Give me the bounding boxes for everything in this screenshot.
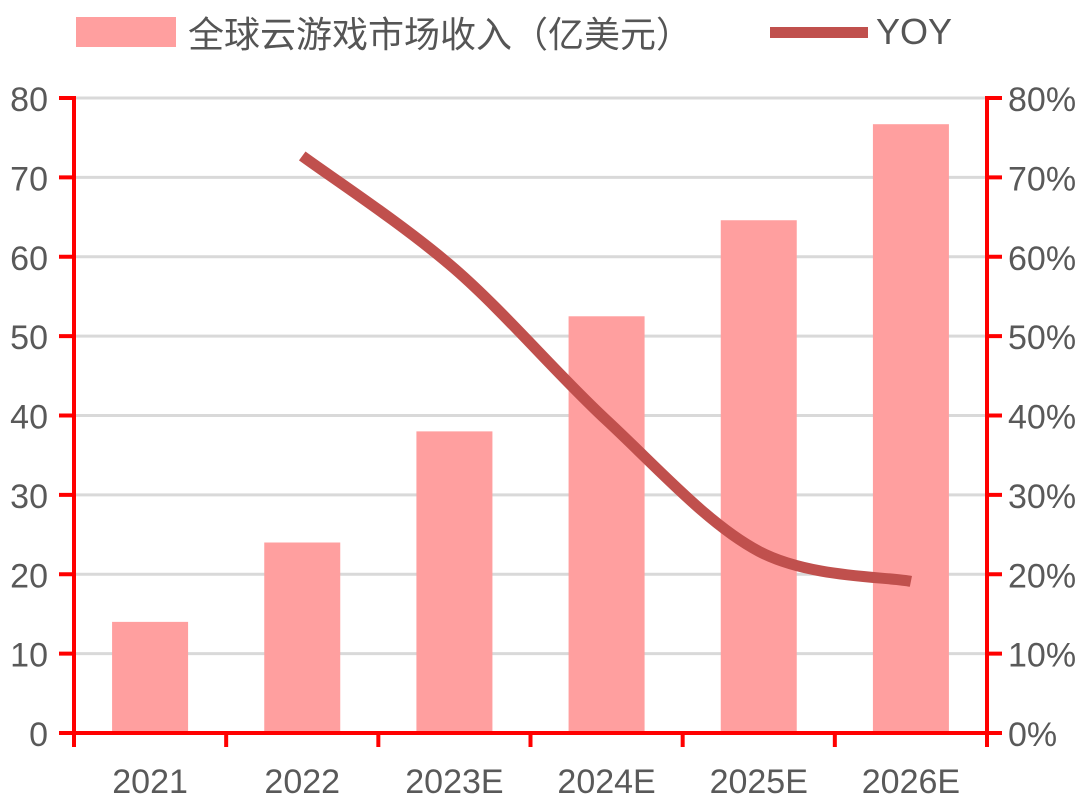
bar-series <box>112 124 949 734</box>
yoy-line-series <box>298 151 912 587</box>
left-axis-tick-label: 70 <box>10 160 48 198</box>
right-axis-tick-label: 20% <box>1008 557 1076 595</box>
x-axis-tick-label: 2022 <box>264 763 340 801</box>
right-axis-tick-label: 70% <box>1008 160 1076 198</box>
legend-label-revenue: 全球云游戏市场收入（亿美元） <box>188 14 693 55</box>
x-axis-tick-label: 2024E <box>557 763 655 801</box>
left-axis-tick-label: 40 <box>10 399 48 437</box>
chart-legend: 全球云游戏市场收入（亿美元） YOY <box>76 6 1030 58</box>
bar <box>416 431 493 733</box>
yoy-line <box>298 151 912 587</box>
bar <box>720 220 797 734</box>
x-axis-tick-label: 2026E <box>862 763 960 801</box>
left-axis-tick-label: 60 <box>10 240 48 278</box>
right-axis-tick-label: 50% <box>1008 319 1076 357</box>
left-axis-tick-label: 30 <box>10 478 48 516</box>
left-axis-tick-label: 50 <box>10 319 48 357</box>
right-axis-tick-label: 30% <box>1008 478 1076 516</box>
axes <box>59 96 1002 747</box>
x-axis-tick-label: 2025E <box>710 763 808 801</box>
legend-line-swatch-icon <box>770 26 869 38</box>
legend-label-yoy: YOY <box>876 11 953 52</box>
legend-bar-swatch-icon <box>76 17 176 47</box>
bar <box>872 124 949 734</box>
right-axis-tick-label: 60% <box>1008 240 1076 278</box>
left-axis-tick-label: 20 <box>10 557 48 595</box>
axis-labels: 0 0% 10 10% 20 20% 30 30% 40 40% 50 50% 60 60% 70 70% 80… <box>10 81 1076 801</box>
left-axis-tick-label: 10 <box>10 637 48 675</box>
x-axis-tick-label: 2023E <box>405 763 503 801</box>
right-axis-tick-label: 0% <box>1008 716 1057 754</box>
bar <box>264 542 341 733</box>
left-axis-tick-label: 0 <box>29 716 48 754</box>
left-axis-tick-label: 80 <box>10 81 48 119</box>
right-axis-tick-label: 10% <box>1008 637 1076 675</box>
x-axis-tick-label: 2021 <box>112 763 188 801</box>
right-axis-tick-label: 40% <box>1008 399 1076 437</box>
legend-item-yoy: YOY <box>770 11 952 53</box>
bar <box>112 621 189 733</box>
right-axis-tick-label: 80% <box>1008 81 1076 119</box>
legend-item-revenue: 全球云游戏市场收入（亿美元） <box>76 6 692 58</box>
bar <box>568 316 645 733</box>
